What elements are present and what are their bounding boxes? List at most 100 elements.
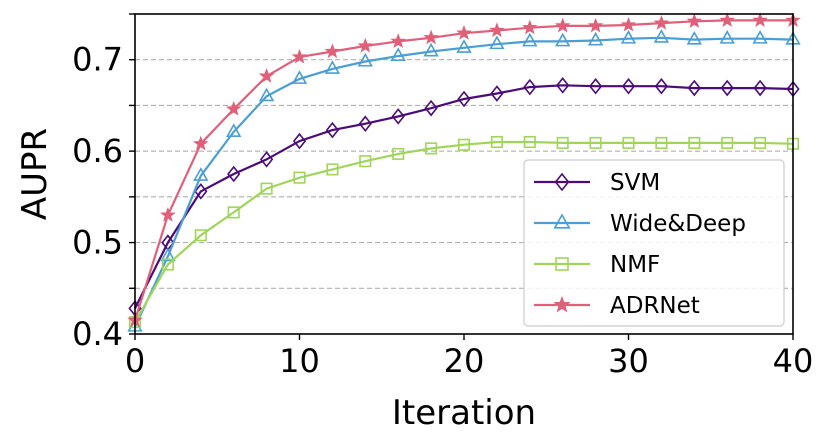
data-point-wide-deep — [160, 247, 176, 262]
data-point-svm — [687, 79, 701, 97]
data-point-svm — [194, 183, 208, 200]
data-point-adrnet — [489, 22, 505, 38]
series-adrnet — [127, 12, 801, 327]
series-layer — [127, 12, 801, 332]
legend-label: SVM — [610, 170, 660, 196]
legend-item-adrnet: ADRNet — [534, 293, 700, 319]
series-wide-deep — [127, 29, 801, 332]
data-point-wide-deep — [686, 30, 702, 45]
x-axis-label: Iteration — [392, 393, 536, 433]
y-tick-label: 0.7 — [72, 41, 123, 79]
data-point-adrnet — [357, 37, 374, 53]
legend-item-wide-deep: Wide&Deep — [534, 211, 746, 237]
data-point-svm — [720, 79, 734, 97]
data-point-wide-deep — [555, 32, 571, 47]
data-point-nmf — [655, 136, 668, 149]
data-point-nmf — [721, 136, 734, 149]
data-point-svm — [523, 78, 537, 96]
data-point-adrnet — [686, 13, 703, 28]
data-point-wide-deep — [258, 87, 275, 102]
data-point-nmf — [523, 135, 536, 149]
data-point-nmf — [754, 136, 767, 149]
x-tick-label: 40 — [773, 342, 814, 380]
data-point-wide-deep — [324, 60, 341, 74]
legend-label: ADRNet — [610, 293, 700, 319]
data-point-wide-deep — [456, 39, 472, 53]
legend-marker — [553, 295, 571, 313]
data-point-wide-deep — [226, 123, 242, 137]
data-point-nmf — [425, 142, 438, 155]
y-tick-label: 0.5 — [72, 224, 123, 262]
legend-label: Wide&Deep — [610, 211, 746, 237]
data-point-nmf — [161, 258, 174, 271]
data-point-adrnet — [423, 29, 439, 45]
data-point-wide-deep — [653, 29, 670, 43]
data-point-svm — [621, 77, 636, 95]
data-point-nmf — [490, 135, 503, 149]
data-point-adrnet — [258, 68, 275, 83]
data-point-nmf — [392, 147, 405, 160]
data-point-nmf — [293, 171, 306, 184]
data-point-svm — [227, 165, 241, 183]
data-point-nmf — [622, 136, 635, 149]
data-point-svm — [588, 77, 603, 95]
legend-marker — [555, 257, 569, 271]
data-point-adrnet — [390, 33, 406, 49]
data-point-svm — [259, 151, 274, 168]
data-point-wide-deep — [291, 70, 308, 84]
data-point-wide-deep — [357, 52, 373, 67]
data-point-adrnet — [752, 12, 768, 27]
data-point-wide-deep — [719, 30, 735, 44]
legend: SVM Wide&Deep NMF ADRNet — [523, 159, 785, 327]
data-point-adrnet — [324, 43, 341, 59]
data-point-svm — [490, 85, 504, 102]
legend-label: NMF — [610, 252, 660, 278]
series-line-wide-deep — [134, 36, 794, 328]
data-point-nmf — [227, 206, 240, 219]
legend-item-nmf: NMF — [534, 252, 660, 278]
data-point-adrnet — [456, 25, 472, 40]
data-point-nmf — [359, 155, 372, 168]
data-point-nmf — [556, 136, 569, 149]
data-point-svm — [457, 90, 471, 108]
data-point-adrnet — [554, 17, 571, 33]
data-point-nmf — [457, 138, 471, 151]
data-point-svm — [391, 108, 405, 125]
legend-marker — [554, 172, 570, 192]
data-point-wide-deep — [752, 30, 768, 44]
data-point-nmf — [260, 182, 273, 195]
data-point-wide-deep — [620, 30, 637, 44]
y-tick-label: 0.6 — [72, 132, 123, 170]
data-point-adrnet — [160, 207, 176, 222]
data-point-wide-deep — [423, 42, 439, 57]
data-point-adrnet — [653, 15, 670, 30]
legend-box — [523, 159, 785, 327]
data-point-adrnet — [291, 48, 308, 64]
data-point-svm — [358, 115, 372, 132]
data-point-wide-deep — [193, 167, 209, 181]
y-axis-label: AUPR — [15, 128, 55, 220]
x-tick-label: 10 — [279, 342, 320, 380]
data-point-svm — [556, 77, 570, 94]
data-point-nmf — [326, 163, 339, 176]
data-point-adrnet — [225, 100, 242, 116]
data-point-adrnet — [522, 19, 538, 35]
data-point-svm — [424, 99, 438, 117]
x-tick-label: 30 — [608, 342, 649, 380]
data-point-adrnet — [719, 12, 735, 27]
series-line-svm — [134, 84, 794, 309]
data-point-wide-deep — [390, 47, 406, 62]
data-point-adrnet — [193, 135, 209, 151]
data-point-nmf — [194, 229, 207, 242]
data-point-nmf — [688, 136, 701, 149]
data-point-svm — [654, 77, 669, 95]
data-point-wide-deep — [522, 32, 538, 47]
data-point-svm — [292, 132, 307, 150]
x-tick-label: 0 — [125, 342, 145, 380]
data-point-wide-deep — [587, 31, 604, 46]
data-point-adrnet — [587, 17, 604, 33]
data-point-nmf — [589, 136, 602, 149]
series-line-nmf — [134, 140, 794, 323]
x-tick-label: 20 — [444, 342, 485, 380]
